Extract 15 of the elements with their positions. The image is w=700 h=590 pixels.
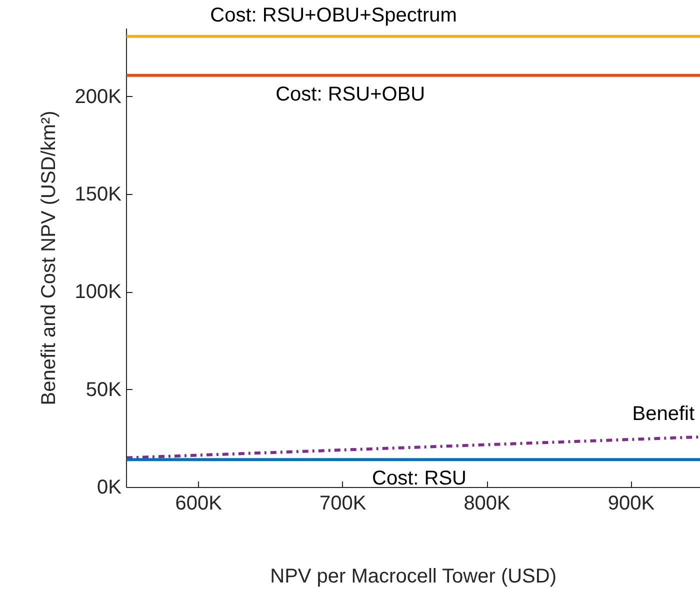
y-tick-label: 50K bbox=[86, 378, 122, 401]
y-axis-title: Benefit and Cost NPV (USD/km²) bbox=[38, 110, 60, 406]
x-axis-title: NPV per Macrocell Tower (USD) bbox=[270, 566, 557, 588]
ref-line-label: Cost: RSU+OBU+Spectrum bbox=[210, 4, 457, 26]
y-tick-label: 150K bbox=[74, 184, 122, 206]
x-tick-label: 700K bbox=[319, 492, 367, 514]
x-tick-label: 800K bbox=[464, 492, 512, 514]
ref-line-label: Cost: RSU bbox=[372, 468, 466, 490]
y-tick-label: 0K bbox=[97, 476, 122, 498]
y-tick-label: 100K bbox=[74, 281, 122, 304]
series-label: Benefit bbox=[632, 402, 695, 425]
x-tick-label: 900K bbox=[608, 492, 656, 514]
ref-line-label: Cost: RSU+OBU bbox=[276, 83, 426, 106]
y-tick-label: 200K bbox=[74, 86, 122, 108]
x-tick-label: 600K bbox=[175, 492, 223, 514]
